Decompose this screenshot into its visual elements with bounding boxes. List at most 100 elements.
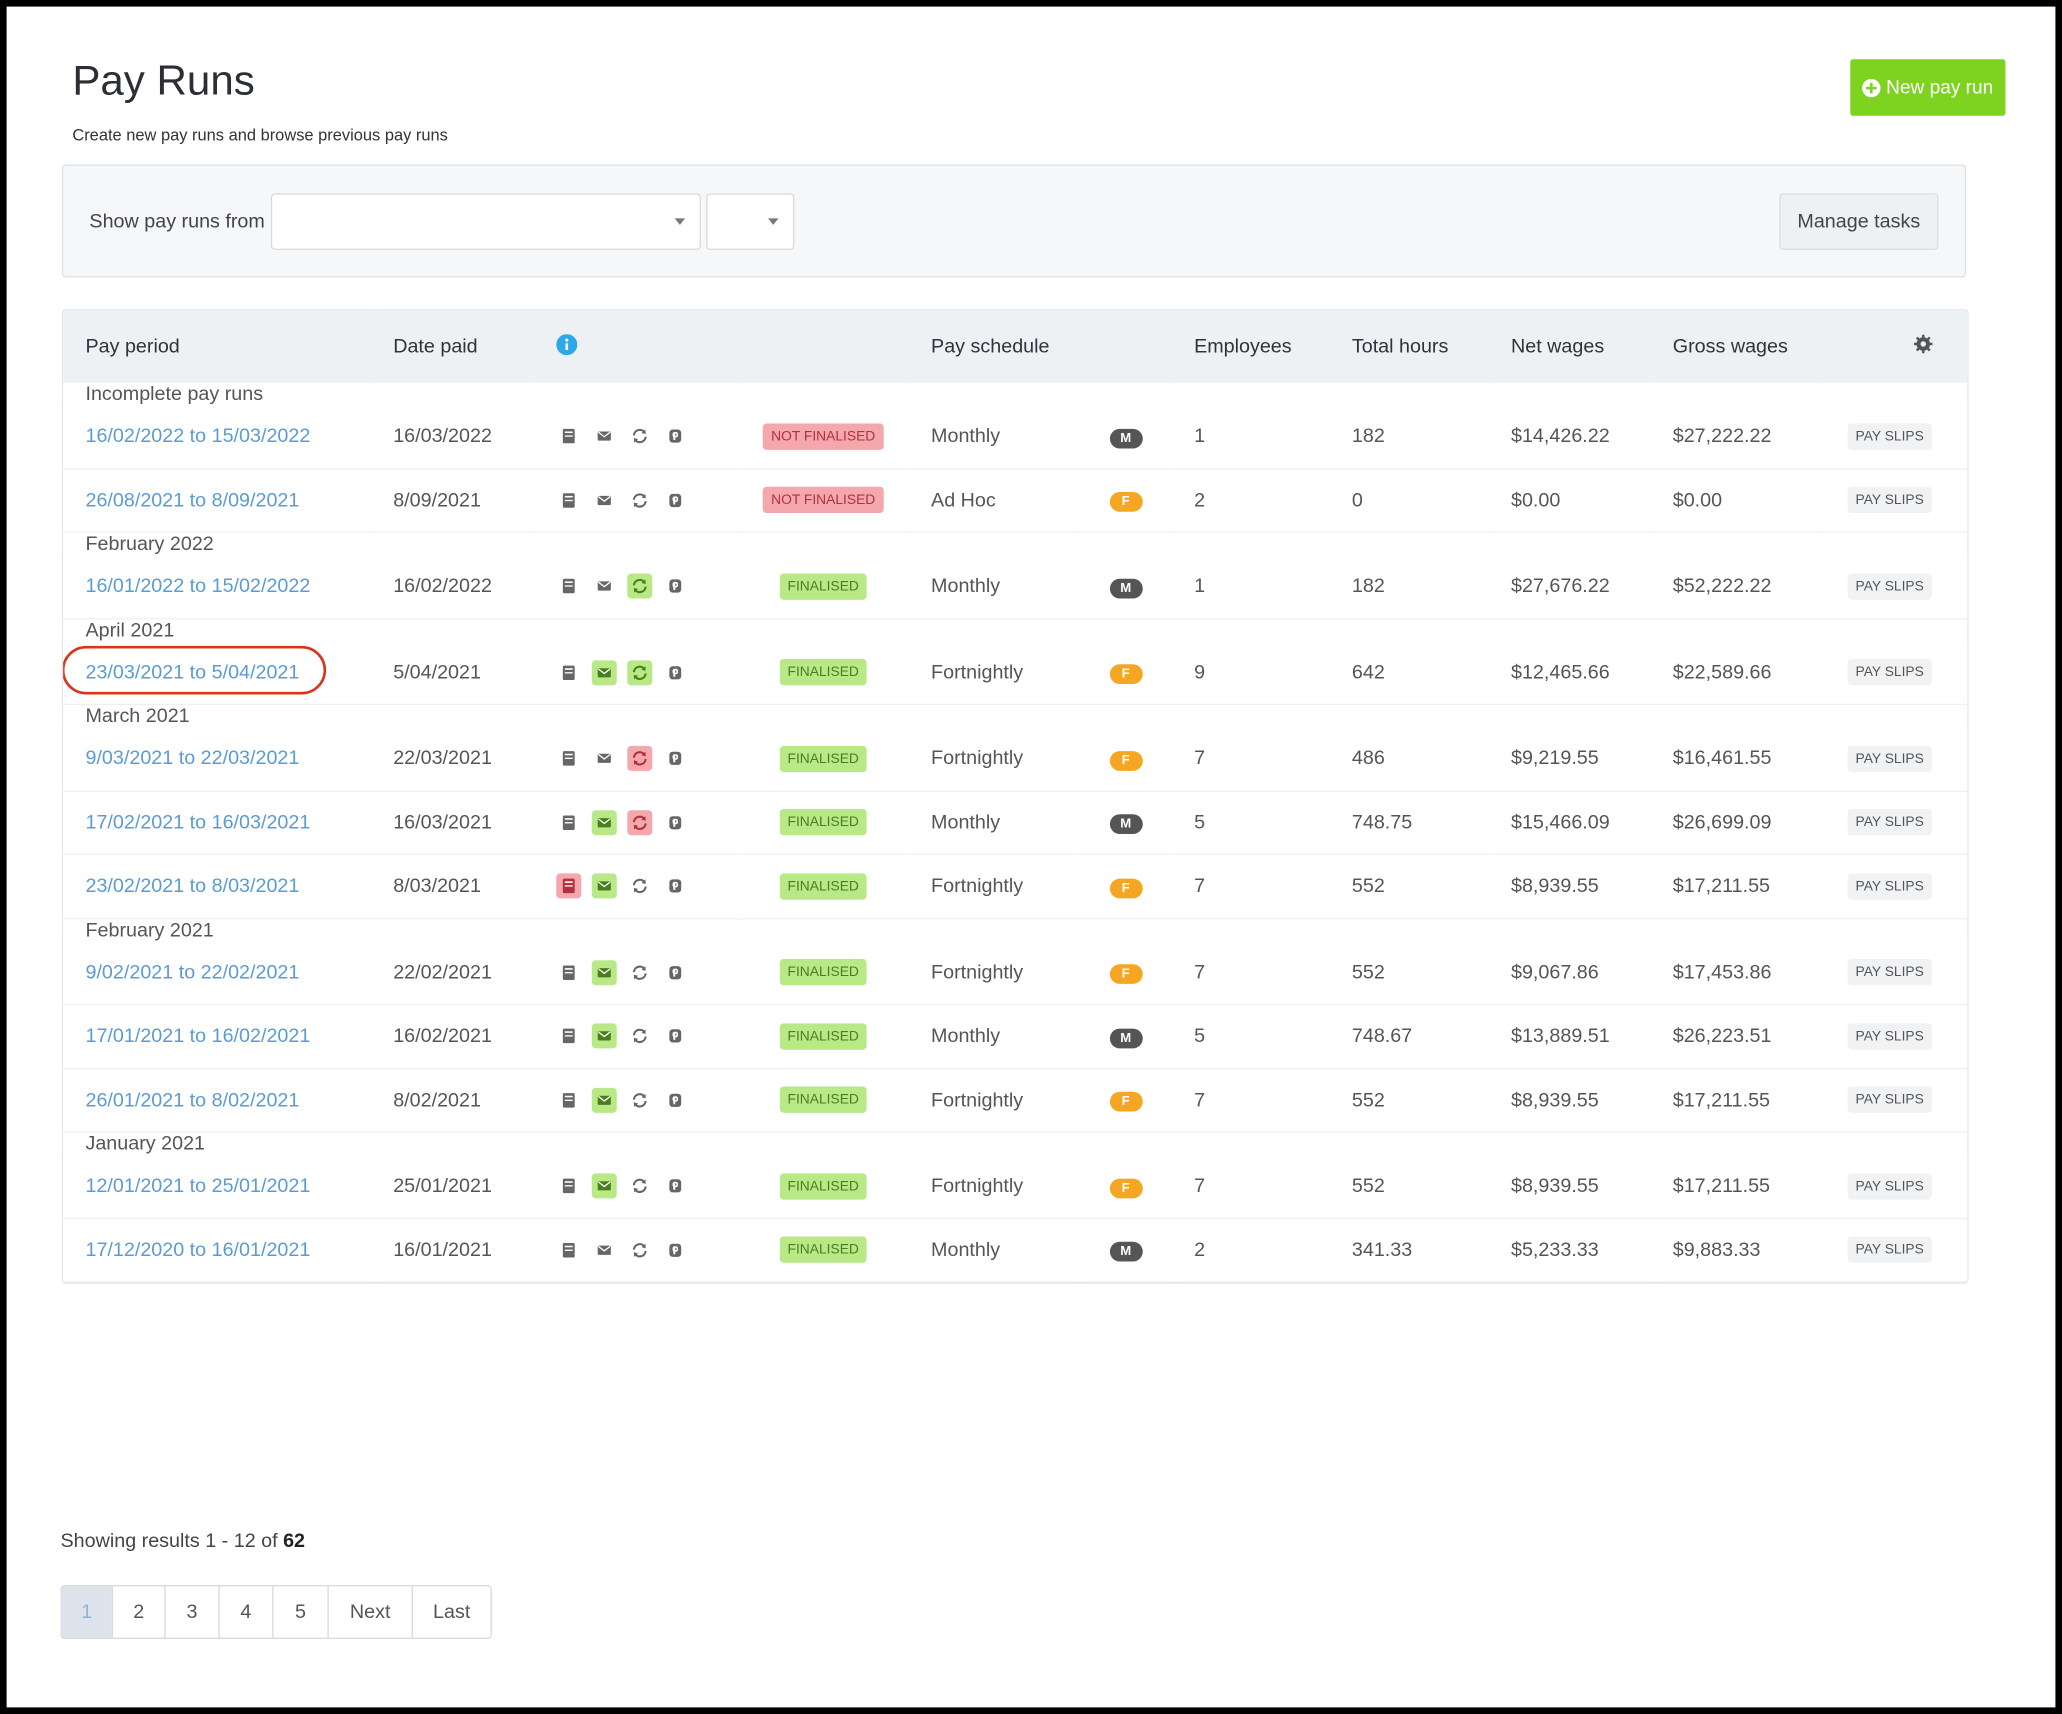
manage-tasks-button[interactable]: Manage tasks xyxy=(1779,193,1939,250)
status-icon[interactable] xyxy=(591,809,617,835)
status-icon[interactable] xyxy=(556,424,581,449)
status-icon[interactable] xyxy=(591,873,617,899)
page-link[interactable]: 2 xyxy=(111,1586,165,1638)
status-icon[interactable] xyxy=(556,660,581,685)
pay-slips-button[interactable]: PAY SLIPS xyxy=(1847,959,1932,986)
page-link[interactable]: Last xyxy=(411,1586,491,1638)
status-icon[interactable] xyxy=(556,810,581,835)
status-icon[interactable] xyxy=(556,1174,581,1199)
status-icon[interactable] xyxy=(556,488,581,513)
status-icon[interactable] xyxy=(663,1237,688,1262)
icon-shape xyxy=(632,429,647,444)
icon-shape xyxy=(565,337,569,342)
status-icon[interactable] xyxy=(663,960,688,985)
pay-period-link[interactable]: 16/02/2022 to 15/03/2022 xyxy=(85,425,311,448)
pay-slips-button[interactable]: PAY SLIPS xyxy=(1847,745,1932,772)
page-link[interactable]: Next xyxy=(327,1586,412,1638)
status-icon[interactable] xyxy=(556,1088,581,1113)
status-icon[interactable] xyxy=(663,1174,688,1199)
pay-run-row: 12/01/2021 to 25/01/2021 25/01/2021 FINALI… xyxy=(63,1154,1968,1219)
pay-period-link[interactable]: 23/02/2021 to 8/03/2021 xyxy=(85,875,300,898)
status-icon[interactable] xyxy=(592,1237,617,1262)
pay-period-link[interactable]: 9/02/2021 to 22/02/2021 xyxy=(85,961,300,984)
pay-period-link[interactable]: 17/01/2021 to 16/02/2021 xyxy=(85,1025,311,1048)
pagination: 1 2 3 4 5 Next Last xyxy=(60,1585,492,1639)
header-cell xyxy=(1821,310,1968,383)
page-link[interactable]: 1 xyxy=(61,1586,112,1638)
status-icon[interactable] xyxy=(556,1237,581,1262)
new-pay-run-button[interactable]: New pay run xyxy=(1850,59,2006,116)
status-icon[interactable] xyxy=(663,574,688,599)
pay-slips-button[interactable]: PAY SLIPS xyxy=(1847,1236,1932,1264)
settings-icon[interactable] xyxy=(1913,334,1933,359)
status-icon[interactable] xyxy=(627,1024,652,1049)
page-link[interactable]: 5 xyxy=(272,1586,328,1638)
status-icon[interactable] xyxy=(556,574,581,599)
status-icon[interactable] xyxy=(663,424,688,449)
pay-schedule: Monthly xyxy=(908,405,1080,469)
icon-shape xyxy=(669,1179,682,1193)
page-subtitle: Create new pay runs and browse previous … xyxy=(72,126,448,145)
pay-slips-button[interactable]: PAY SLIPS xyxy=(1847,1086,1932,1114)
status-icon[interactable] xyxy=(627,960,652,985)
status-icon[interactable] xyxy=(556,746,581,771)
pay-slips-button[interactable]: PAY SLIPS xyxy=(1847,1023,1932,1050)
info-icon[interactable] xyxy=(556,333,578,359)
pay-period-link[interactable]: 9/03/2021 to 22/03/2021 xyxy=(85,747,300,770)
page-title: Pay Runs xyxy=(72,56,255,104)
status-icon[interactable] xyxy=(663,1088,688,1113)
page-link[interactable]: 4 xyxy=(218,1586,273,1638)
status-icon[interactable] xyxy=(627,488,652,513)
status-icon[interactable] xyxy=(592,424,617,449)
status-icon[interactable] xyxy=(627,1237,652,1262)
pay-slips-button[interactable]: PAY SLIPS xyxy=(1847,873,1932,900)
status-icon[interactable] xyxy=(591,660,617,685)
icon-shape xyxy=(641,815,646,821)
status-icon[interactable] xyxy=(591,1173,617,1199)
status-icon[interactable] xyxy=(627,746,653,772)
status-icon[interactable] xyxy=(556,873,582,899)
status-icon[interactable] xyxy=(556,1024,581,1049)
status-icon[interactable] xyxy=(627,660,653,685)
status-icon[interactable] xyxy=(663,746,688,771)
pay-slips-button[interactable]: PAY SLIPS xyxy=(1847,659,1932,686)
status-icon[interactable] xyxy=(627,1088,652,1113)
status-icon[interactable] xyxy=(627,573,653,599)
pay-period-link[interactable]: 17/02/2021 to 16/03/2021 xyxy=(85,811,311,834)
status-icon[interactable] xyxy=(627,874,652,899)
status-icon[interactable] xyxy=(591,1087,617,1113)
icon-shape xyxy=(632,965,647,980)
status-icon[interactable] xyxy=(663,810,688,835)
period-select[interactable] xyxy=(270,193,701,250)
pay-period-link[interactable]: 12/01/2021 to 25/01/2021 xyxy=(85,1174,311,1198)
icons-cell xyxy=(533,405,738,469)
pay-period-link[interactable]: 17/12/2020 to 16/01/2021 xyxy=(85,1238,311,1262)
pay-period-link[interactable]: 23/03/2021 to 5/04/2021 xyxy=(63,645,327,695)
pay-slips-button[interactable]: PAY SLIPS xyxy=(1847,809,1932,836)
status-icon[interactable] xyxy=(663,1024,688,1049)
pay-period-link[interactable]: 16/01/2022 to 15/02/2022 xyxy=(85,575,311,598)
status-icon[interactable] xyxy=(663,660,688,685)
status-icon[interactable] xyxy=(591,1023,617,1049)
pay-slips-button[interactable]: PAY SLIPS xyxy=(1847,423,1932,450)
status-icon[interactable] xyxy=(592,574,617,599)
status-icon[interactable] xyxy=(663,874,688,899)
page-link[interactable]: 3 xyxy=(164,1586,219,1638)
pay-slips-button[interactable]: PAY SLIPS xyxy=(1847,573,1932,600)
pay-period-link[interactable]: 26/08/2021 to 8/09/2021 xyxy=(85,488,300,512)
status-icon[interactable] xyxy=(591,959,617,985)
pay-slips-button[interactable]: PAY SLIPS xyxy=(1847,487,1932,514)
pay-slips-button[interactable]: PAY SLIPS xyxy=(1847,1173,1932,1200)
status-icon[interactable] xyxy=(627,424,652,449)
year-select[interactable] xyxy=(706,193,795,250)
status-icon[interactable] xyxy=(592,746,617,771)
status-icon[interactable] xyxy=(556,960,581,985)
status-icon[interactable] xyxy=(627,1174,652,1199)
pay-period-link[interactable]: 26/01/2021 to 8/02/2021 xyxy=(85,1088,300,1112)
icon-shape xyxy=(564,1181,573,1184)
status-icon[interactable] xyxy=(627,809,653,835)
icon-shape xyxy=(669,579,682,593)
icon-shape xyxy=(591,660,617,685)
status-icon[interactable] xyxy=(592,488,617,513)
status-icon[interactable] xyxy=(663,488,688,513)
